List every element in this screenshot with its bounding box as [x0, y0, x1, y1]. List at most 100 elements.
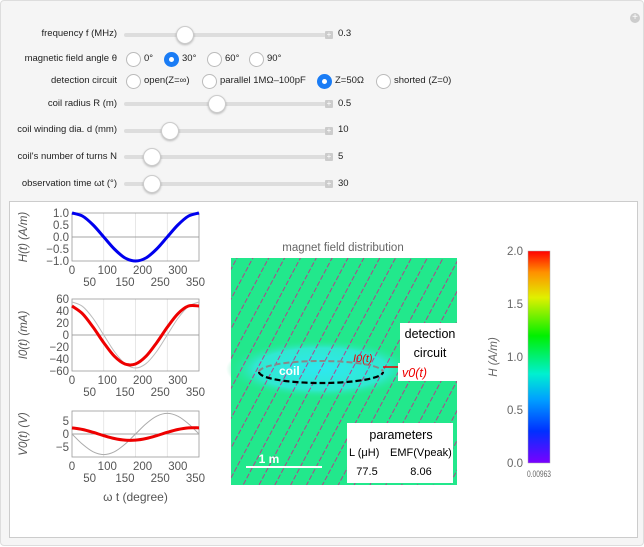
voltage-label: v0(t) — [402, 366, 427, 380]
x-tick-label: 0 — [69, 375, 75, 387]
y-tick-label: −60 — [49, 366, 69, 378]
series-line-0 — [71, 301, 200, 369]
expand-plus-icon[interactable]: + — [325, 99, 333, 108]
turns-slider[interactable] — [124, 148, 326, 166]
radio-label[interactable]: 0° — [144, 53, 154, 64]
x-tick-label: 200 — [133, 461, 152, 473]
x-tick-label: 250 — [151, 277, 170, 289]
coil-front — [257, 371, 385, 385]
expand-plus-icon[interactable]: + — [325, 152, 333, 161]
y-tick-label: 0 — [63, 330, 69, 342]
angle-label: magnetic field angle θ — [24, 53, 117, 64]
x-tick-label: 250 — [151, 473, 170, 485]
time-slider[interactable] — [124, 175, 326, 193]
turns-value: 5 — [338, 151, 344, 162]
winding-label: coil winding dia. d (mm) — [17, 124, 117, 135]
y-tick-label: 40 — [56, 306, 69, 318]
x-axis-label: ω t (degree) — [103, 490, 168, 504]
x-tick-label: 100 — [98, 265, 117, 277]
parameters-title: parameters — [369, 428, 432, 442]
x-tick-label: 300 — [168, 265, 187, 277]
options-plus-icon[interactable]: + — [630, 13, 640, 23]
radio-angle-radios-1[interactable] — [164, 52, 179, 67]
radio-angle-radios-2[interactable] — [207, 52, 222, 67]
radio-label[interactable]: parallel 1MΩ–100pF — [220, 75, 306, 86]
expand-plus-icon[interactable]: + — [325, 179, 333, 188]
radius-slider[interactable] — [124, 95, 326, 113]
y-tick-label: −20 — [49, 342, 69, 354]
colorbar-label: H (A/m) — [488, 337, 500, 377]
param-header-emf: EMF(Vpeak) — [390, 447, 452, 459]
radio-angle-radios-0[interactable] — [126, 52, 141, 67]
y-tick-label: 60 — [56, 294, 69, 306]
radio-label[interactable]: shorted (Z=0) — [394, 75, 452, 86]
y-tick-label: 0.5 — [53, 220, 69, 232]
coil-label: coil — [279, 364, 300, 378]
colorbar-tick: 0.0 — [507, 458, 523, 470]
series-line-1 — [71, 426, 200, 442]
y-axis-label: H(t) (A/m) — [18, 212, 30, 263]
x-tick-label: 100 — [98, 375, 117, 387]
colorbar — [527, 250, 551, 464]
time-label: observation time ωt (°) — [21, 178, 117, 189]
frequency-slider[interactable] — [124, 26, 326, 44]
x-tick-label: 200 — [133, 265, 152, 277]
y-tick-label: −1.0 — [46, 256, 69, 268]
winding-value: 10 — [338, 124, 349, 135]
x-tick-label: 50 — [83, 387, 96, 399]
y-tick-label: 1.0 — [53, 208, 69, 220]
x-tick-label: 300 — [168, 461, 187, 473]
y-tick-label: −0.5 — [46, 244, 69, 256]
time-value: 30 — [338, 178, 349, 189]
radio-label[interactable]: Z=50Ω — [335, 75, 365, 86]
x-tick-label: 100 — [98, 461, 117, 473]
y-axis-label: I0(t) (mA) — [18, 311, 30, 360]
series-line-0 — [71, 211, 200, 263]
coil-back — [258, 360, 384, 373]
slider-thumb[interactable] — [176, 26, 195, 44]
expand-plus-icon[interactable]: + — [325, 126, 333, 135]
radio-label[interactable]: 90° — [267, 53, 282, 64]
radio-angle-radios-3[interactable] — [249, 52, 264, 67]
radius-value: 0.5 — [338, 98, 352, 109]
circuit-label: detection circuit — [50, 75, 117, 86]
chart-1: 6040200−20−40−60050100150200250300350I0(… — [18, 294, 205, 399]
radio-circuit-radios-1[interactable] — [202, 74, 217, 89]
param-value-L: 77.5 — [356, 466, 377, 478]
frequency-label: frequency f (MHz) — [41, 28, 118, 39]
map-title: magnet field distribution — [282, 242, 403, 254]
x-tick-label: 350 — [186, 387, 205, 399]
colorbar-tick: 0.5 — [507, 405, 523, 417]
radio-label[interactable]: 30° — [182, 53, 197, 64]
scale-label: 1 m — [259, 452, 280, 466]
radio-circuit-radios-0[interactable] — [126, 74, 141, 89]
series-line-1 — [71, 303, 200, 367]
winding-slider[interactable] — [124, 122, 326, 140]
slider-thumb[interactable] — [161, 122, 180, 140]
x-tick-label: 0 — [69, 461, 75, 473]
slider-thumb[interactable] — [142, 175, 161, 193]
detection-label-1: detection — [405, 327, 456, 341]
colorbar-bottom-label: 0.00963 — [527, 469, 551, 479]
radio-circuit-radios-3[interactable] — [376, 74, 391, 89]
x-tick-label: 300 — [168, 375, 187, 387]
series-line-0 — [71, 412, 200, 456]
param-header-L: L (μH) — [349, 447, 379, 459]
radio-label[interactable]: open(Z=∞) — [144, 75, 190, 86]
colorbar-tick: 1.0 — [507, 352, 523, 364]
radio-circuit-radios-2[interactable] — [317, 74, 332, 89]
radio-label[interactable]: 60° — [225, 53, 240, 64]
y-tick-label: 5 — [63, 416, 69, 428]
slider-thumb[interactable] — [142, 148, 161, 166]
radius-label: coil radius R (m) — [47, 98, 117, 109]
expand-plus-icon[interactable]: + — [325, 30, 333, 39]
slider-thumb[interactable] — [207, 95, 226, 113]
y-tick-label: 0 — [63, 429, 69, 441]
voltage-box — [398, 363, 458, 381]
y-tick-label: −40 — [49, 354, 69, 366]
y-tick-label: 20 — [56, 318, 69, 330]
turns-label: coil's number of turns N — [17, 151, 118, 162]
x-tick-label: 50 — [83, 473, 96, 485]
